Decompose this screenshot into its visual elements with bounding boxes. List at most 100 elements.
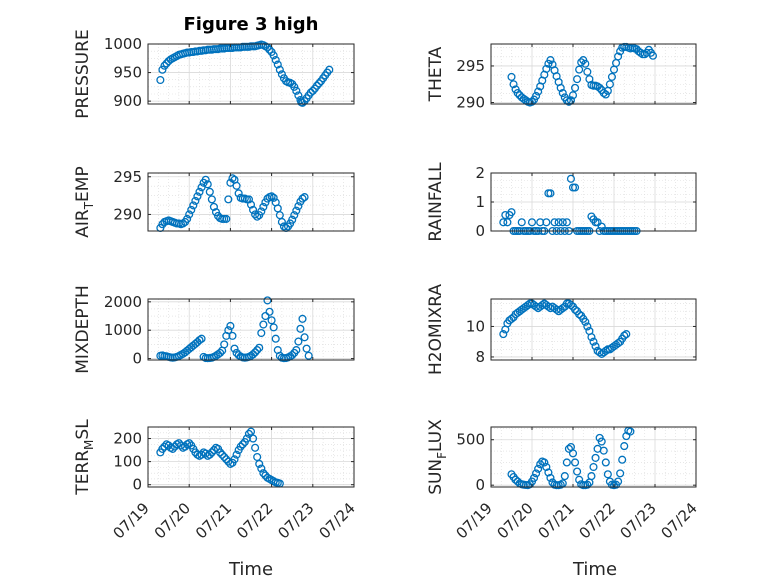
- data-point: [507, 314, 516, 323]
- subplot-8: 0 500 SUNFLUX07/1907/2007/2107/2207/2307/2…: [426, 419, 701, 543]
- y-tick-label: 1000: [104, 321, 142, 339]
- data-point: [573, 75, 582, 84]
- data-point: [220, 452, 229, 462]
- x-tick-label: 07/23: [617, 499, 660, 542]
- data-point: [570, 458, 580, 467]
- data-point: [583, 67, 592, 76]
- data-point: [288, 351, 297, 360]
- data-point: [205, 450, 214, 459]
- data-point: [255, 459, 264, 468]
- data-point: [292, 206, 301, 215]
- data-point: [156, 75, 165, 85]
- data-point: [523, 301, 532, 310]
- x-tick-label: 07/23: [274, 499, 317, 542]
- data-point: [259, 320, 268, 329]
- axes-box: [147, 43, 355, 105]
- data-point: [207, 448, 216, 457]
- data-point: [532, 91, 541, 101]
- data-point: [542, 462, 551, 472]
- y-axis-label: TERRMSL: [73, 419, 96, 496]
- y-tick-label: 900: [113, 92, 142, 110]
- x-tick-label: 07/19: [453, 499, 496, 542]
- data-point: [564, 444, 573, 453]
- data-point: [540, 458, 549, 467]
- data-point: [273, 60, 282, 69]
- axes-box: [147, 298, 355, 361]
- data-point: [546, 189, 555, 198]
- y-tick-label: 1000: [104, 35, 142, 53]
- data-point: [300, 193, 309, 202]
- data-point: [294, 91, 303, 100]
- data-point: [253, 346, 262, 355]
- figure-title: Figure 3 high: [184, 14, 319, 35]
- y-tick-label: 1: [475, 193, 485, 211]
- data-point: [263, 296, 272, 305]
- data-point: [251, 348, 260, 357]
- data-point: [542, 64, 551, 73]
- data-point: [566, 174, 575, 183]
- data-point: [168, 444, 177, 453]
- series: [507, 42, 657, 107]
- data-point: [271, 334, 280, 343]
- data-point: [195, 187, 204, 196]
- data-point: [507, 208, 516, 217]
- data-point: [292, 86, 301, 95]
- data-point: [265, 307, 274, 316]
- data-point: [499, 218, 508, 227]
- data-point: [566, 301, 575, 310]
- data-point: [529, 473, 539, 482]
- data-point: [253, 212, 262, 221]
- data-point: [546, 56, 555, 65]
- data-point: [232, 181, 241, 190]
- data-point: [614, 339, 623, 348]
- data-point: [216, 348, 225, 357]
- data-point: [536, 218, 545, 227]
- data-point: [189, 201, 198, 210]
- subplot-7: 0 100 200 TERRMSL 07/1907/2007/2107/2207/230…: [73, 419, 359, 543]
- y-axis-label: THETA: [426, 46, 446, 102]
- data-point: [183, 214, 192, 223]
- data-point: [251, 443, 260, 452]
- data-point: [290, 82, 299, 91]
- y-tick-label: 0: [475, 222, 485, 240]
- data-point: [246, 427, 256, 436]
- data-point: [558, 88, 567, 98]
- data-point: [601, 346, 610, 355]
- data-point: [560, 472, 569, 481]
- data-point: [622, 432, 631, 441]
- data-point: [277, 70, 286, 79]
- y-tick-label: 200: [113, 430, 142, 448]
- data-point: [583, 480, 592, 489]
- data-point: [249, 350, 258, 359]
- subplot-1: 900 950 1000 PRESSURE: [73, 29, 355, 119]
- data-point: [509, 80, 518, 89]
- data-point: [575, 65, 584, 74]
- data-point: [207, 195, 216, 204]
- data-point: [587, 333, 596, 342]
- x-tick-label: 07/21: [192, 499, 235, 542]
- data-point: [203, 180, 212, 189]
- data-point: [591, 453, 600, 462]
- axes-box: [490, 298, 697, 361]
- data-point: [294, 202, 303, 211]
- y-tick-label: 0: [132, 476, 142, 494]
- data-point: [251, 210, 260, 219]
- data-point: [616, 469, 625, 478]
- data-point: [573, 467, 582, 476]
- data-point: [527, 97, 537, 106]
- data-point: [618, 455, 627, 464]
- data-point: [626, 427, 635, 436]
- data-point: [257, 328, 266, 338]
- x-tick-label: 07/22: [576, 499, 619, 542]
- x-tick-label: 07/21: [535, 499, 578, 542]
- data-point: [302, 344, 311, 353]
- series: [156, 174, 309, 233]
- data-point: [591, 342, 600, 351]
- data-point: [298, 194, 307, 203]
- data-point: [595, 83, 604, 92]
- data-point: [201, 175, 210, 184]
- series: [156, 427, 284, 488]
- data-point: [620, 442, 629, 451]
- data-point: [314, 79, 324, 88]
- data-point: [244, 195, 253, 204]
